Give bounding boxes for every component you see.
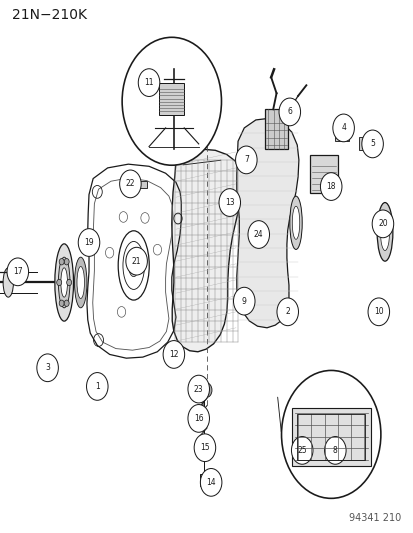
Text: 5: 5: [369, 140, 374, 148]
Text: 2: 2: [285, 308, 290, 316]
FancyBboxPatch shape: [309, 155, 337, 193]
Ellipse shape: [77, 266, 84, 298]
Text: 94341 210: 94341 210: [349, 513, 401, 523]
Circle shape: [7, 258, 28, 286]
FancyBboxPatch shape: [334, 127, 348, 141]
Text: 24: 24: [253, 230, 263, 239]
Circle shape: [371, 210, 393, 238]
Ellipse shape: [380, 213, 389, 251]
Circle shape: [57, 279, 62, 286]
Text: 21: 21: [132, 257, 141, 265]
Circle shape: [126, 247, 147, 275]
Text: 23: 23: [193, 385, 203, 393]
Circle shape: [9, 266, 17, 277]
Ellipse shape: [58, 257, 70, 308]
Circle shape: [324, 437, 345, 464]
Ellipse shape: [74, 257, 87, 308]
Ellipse shape: [61, 268, 67, 297]
Ellipse shape: [376, 203, 392, 261]
Text: 14: 14: [206, 478, 216, 487]
FancyBboxPatch shape: [264, 109, 287, 149]
Ellipse shape: [128, 254, 139, 277]
Circle shape: [64, 259, 69, 265]
Circle shape: [64, 300, 69, 306]
Text: 22: 22: [126, 180, 135, 188]
Text: 20: 20: [377, 220, 387, 228]
Circle shape: [281, 370, 380, 498]
Circle shape: [367, 298, 389, 326]
Ellipse shape: [292, 206, 299, 239]
Circle shape: [122, 37, 221, 165]
FancyBboxPatch shape: [291, 408, 370, 466]
Text: 13: 13: [224, 198, 234, 207]
Text: 12: 12: [169, 350, 178, 359]
Circle shape: [200, 469, 221, 496]
Circle shape: [78, 229, 100, 256]
Circle shape: [66, 279, 71, 286]
Circle shape: [200, 383, 211, 398]
Text: 21N−210K: 21N−210K: [12, 8, 87, 22]
Circle shape: [59, 259, 64, 265]
Ellipse shape: [289, 196, 301, 249]
Circle shape: [372, 305, 384, 321]
Text: 10: 10: [373, 308, 383, 316]
Circle shape: [86, 373, 108, 400]
Text: 4: 4: [340, 124, 345, 132]
Polygon shape: [236, 118, 298, 328]
Text: 3: 3: [45, 364, 50, 372]
Circle shape: [284, 109, 290, 117]
Circle shape: [194, 434, 215, 462]
Text: 1: 1: [95, 382, 100, 391]
Text: 11: 11: [144, 78, 153, 87]
Circle shape: [233, 287, 254, 315]
FancyBboxPatch shape: [237, 294, 247, 302]
Text: 25: 25: [297, 446, 306, 455]
Circle shape: [218, 189, 240, 216]
Text: 9: 9: [241, 297, 246, 305]
Circle shape: [278, 98, 300, 126]
Circle shape: [235, 146, 256, 174]
Circle shape: [291, 437, 312, 464]
Text: 7: 7: [243, 156, 248, 164]
Text: 16: 16: [193, 414, 203, 423]
Circle shape: [247, 221, 269, 248]
Circle shape: [163, 341, 184, 368]
FancyBboxPatch shape: [121, 181, 147, 188]
Circle shape: [37, 354, 58, 382]
Circle shape: [138, 69, 159, 96]
Circle shape: [361, 130, 382, 158]
Ellipse shape: [3, 268, 13, 297]
Circle shape: [231, 198, 238, 207]
Circle shape: [119, 170, 141, 198]
Text: 18: 18: [326, 182, 335, 191]
Circle shape: [188, 405, 209, 432]
FancyBboxPatch shape: [159, 83, 184, 115]
FancyBboxPatch shape: [358, 137, 369, 150]
Text: 6: 6: [287, 108, 292, 116]
FancyBboxPatch shape: [200, 474, 212, 486]
Circle shape: [276, 298, 298, 326]
Text: 19: 19: [84, 238, 94, 247]
Circle shape: [332, 114, 354, 142]
Ellipse shape: [55, 244, 74, 321]
Circle shape: [320, 173, 341, 200]
Circle shape: [254, 231, 261, 240]
Text: 8: 8: [332, 446, 337, 455]
Circle shape: [188, 375, 209, 403]
Text: 17: 17: [13, 268, 23, 276]
Text: 15: 15: [199, 443, 209, 452]
Circle shape: [59, 300, 64, 306]
Polygon shape: [171, 149, 240, 352]
